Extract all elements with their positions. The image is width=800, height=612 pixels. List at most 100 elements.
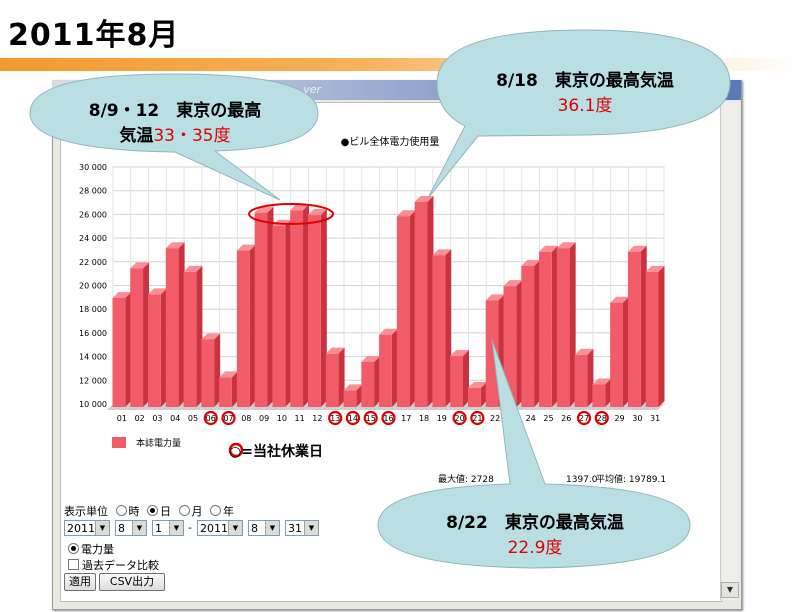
bar-front [432,255,446,407]
bar-front [627,251,641,407]
to-year-select[interactable]: 2011 ▼ [197,520,243,536]
bar-side [178,242,185,407]
x-tick-label: 14 [348,414,358,423]
chevron-down-icon: ▼ [304,521,318,535]
bar-top [521,259,541,266]
bar-front [521,265,535,407]
bar-top [627,245,647,252]
y-tick-label: 24 000 [79,234,107,243]
from-year-select[interactable]: 2011 ▼ [64,520,110,536]
x-tick-label: 18 [419,414,429,423]
bar-front [396,216,410,407]
callout-1-line1: 8/9・12 東京の最高 [88,101,262,121]
vertical-scrollbar[interactable]: ▼ [720,102,739,600]
bar-05 [183,265,203,407]
bar-top [165,242,185,249]
holiday-marker [203,410,218,426]
from-month-select[interactable]: 8 ▼ [115,520,147,536]
bar-top [610,296,629,303]
x-tick-label: 21 [472,414,482,423]
unit-month-label: 月 [191,505,203,518]
legend-label: 本誌電力量 [136,437,181,449]
metric-radio[interactable] [68,543,79,554]
unit-day-label: 日 [160,505,171,518]
bar-14 [343,384,363,407]
csv-export-button[interactable]: CSV出力 [99,573,165,591]
metric-option[interactable]: 電力量 [64,541,114,557]
y-tick-label: 26 000 [79,210,107,219]
holiday-marker [221,410,236,426]
legend-swatch [112,437,126,448]
bar-15 [361,355,381,407]
y-tick-label: 16 000 [79,329,107,338]
bar-front [219,377,232,407]
bar-16 [379,328,398,407]
bar-side [214,333,221,407]
bar-top [556,242,576,249]
bar-side [462,350,469,407]
bar-top [201,333,221,340]
apply-button[interactable]: 適用 [64,573,96,591]
bar-front [379,334,392,407]
bar-top [396,210,416,217]
chevron-down-icon: ▼ [228,521,242,535]
bar-top [539,245,558,252]
bar-side [320,209,327,407]
bar-front [290,210,304,407]
x-tick-label: 20 [455,414,465,423]
scroll-down-arrow[interactable]: ▼ [721,582,739,598]
unit-radio-month[interactable] [178,505,190,516]
to-month-select[interactable]: 8 ▼ [248,520,280,536]
highlight-ellipse [248,203,334,225]
stat-max: 最大値: 2728 [438,473,494,485]
holiday-marker [363,410,378,426]
window-title: ver [303,83,321,96]
compare-checkbox[interactable] [68,559,79,570]
y-tick-label: 14 000 [79,353,107,362]
bar-top [467,382,487,389]
unit-radio-hour[interactable] [115,505,127,516]
bar-side [374,355,381,407]
bar-side [445,249,452,407]
from-day-select[interactable]: 1 ▼ [152,520,184,536]
x-tick-label: 08 [241,414,251,423]
bar-front [645,271,659,407]
bar-top [130,262,150,269]
bar-side [267,206,274,407]
bar-top [290,204,310,211]
bar-29 [610,296,629,407]
to-year-value: 2011 [200,522,228,535]
callout-1-line2: 気温33・35度 [40,121,310,146]
bar-front [183,271,197,407]
chart-title: ●ビル全体電力使用量 [341,135,440,148]
chart-x-axis: 01 02 03 04 05 06 07 08 09 10 11 12 13 14 15 16 17 18 19 20… [117,410,660,426]
unit-year-label: 年 [223,505,234,518]
unit-hour-label: 時 [128,505,140,518]
bar-23 [503,280,523,407]
bar-side [391,328,398,407]
compare-option[interactable]: 過去データ比較 [68,557,159,573]
x-tick-label: 19 [437,414,447,423]
bar-top [432,249,452,256]
unit-radio-day[interactable] [147,505,158,516]
metric-label: 電力量 [81,543,114,556]
bar-side [125,291,132,407]
callout-2-line1: 8/18 東京の最高気温 [496,71,674,91]
bar-front [539,251,552,407]
callout-1-line2a: 気温 [119,126,154,146]
unit-radio-year[interactable] [210,505,221,516]
bar-top [450,350,469,357]
x-tick-label: 09 [259,414,269,423]
bar-front [467,388,481,407]
x-tick-label: 06 [206,414,216,423]
bar-01 [112,291,132,407]
bar-12 [308,209,327,407]
bar-front [343,390,357,407]
from-day-value: 1 [155,522,162,535]
x-tick-label: 11 [295,414,305,423]
to-day-select[interactable]: 31 ▼ [285,520,319,536]
bar-31 [645,265,665,407]
bar-side [356,384,363,407]
callout-1-text: 8/9・12 東京の最高 気温33・35度 [40,96,310,146]
x-tick-label: 28 [597,414,607,423]
